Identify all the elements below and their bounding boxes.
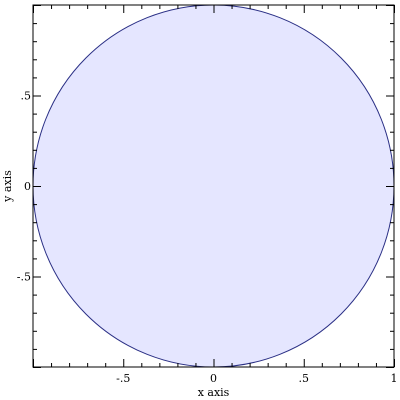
plot-area — [32, 4, 395, 368]
tick-labels: -.5 0 .5 1 .5 0 -.5 — [17, 90, 398, 386]
y-axis-label: y axis — [1, 170, 14, 203]
x-tick-label: 1 — [391, 372, 398, 385]
x-tick-label: .5 — [299, 372, 310, 385]
y-tick-label: -.5 — [17, 271, 31, 284]
circle-area — [32, 4, 395, 368]
x-axis-label: x axis — [198, 386, 230, 399]
x-tick-label: -.5 — [116, 372, 130, 385]
y-tick-label: .5 — [21, 90, 32, 103]
x-tick-label: 0 — [210, 372, 217, 385]
ticks — [33, 5, 395, 368]
y-tick-label: 0 — [24, 180, 31, 193]
